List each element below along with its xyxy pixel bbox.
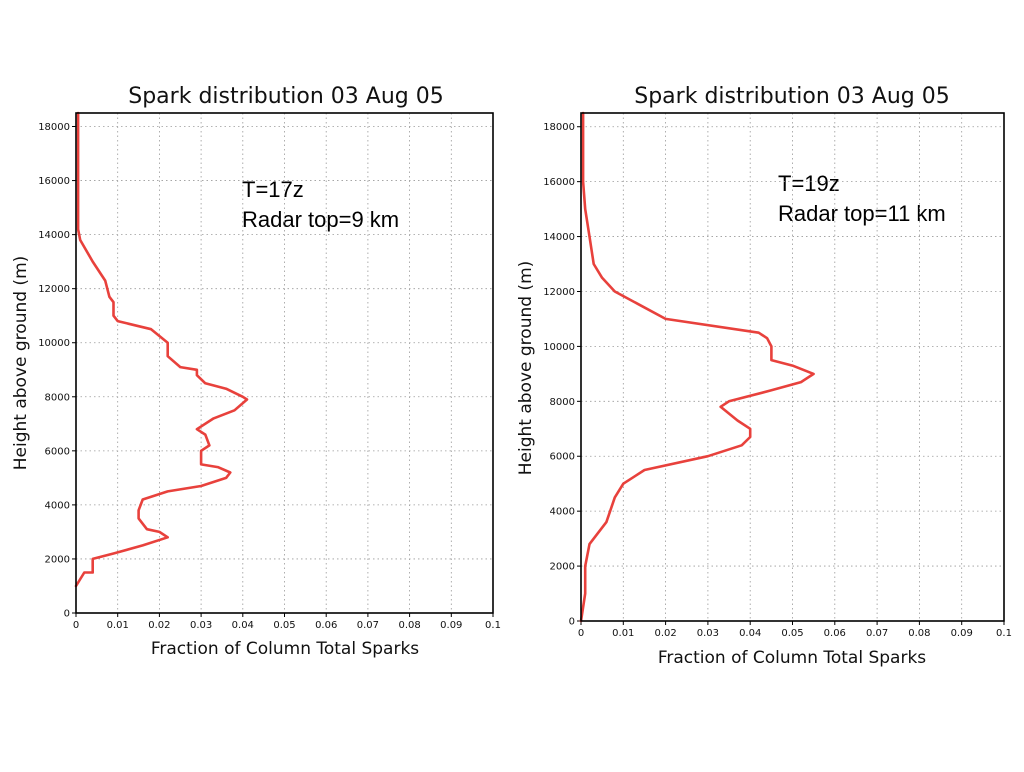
y-axis-label: Height above ground (m) (11, 256, 31, 471)
x-tick-label: 0 (73, 620, 79, 631)
x-tick-label: 0.06 (315, 620, 337, 631)
grid (581, 113, 1004, 621)
annotation-time: T=17z (242, 177, 304, 202)
y-tick-label: 16000 (543, 177, 575, 188)
y-tick-label: 8000 (550, 397, 575, 408)
series-line (579, 111, 815, 623)
annotation-radar-top: Radar top=9 km (242, 207, 399, 232)
x-tick-label: 0.1 (996, 628, 1012, 639)
x-tick-label: 0.05 (273, 620, 295, 631)
x-axis-label: Fraction of Column Total Sparks (658, 648, 926, 668)
chart-title: Spark distribution 03 Aug 05 (634, 84, 950, 109)
annotation-radar-top: Radar top=11 km (778, 201, 946, 226)
y-tick-label: 10000 (38, 338, 70, 349)
y-tick-label: 14000 (543, 232, 575, 243)
y-tick-label: 0 (64, 609, 70, 620)
plot-frame (580, 112, 1005, 622)
plot-frame (75, 112, 494, 614)
y-axis-label: Height above ground (m) (516, 261, 536, 476)
y-tick-label: 6000 (550, 452, 575, 463)
y-tick-label: 16000 (38, 176, 70, 187)
x-tick-label: 0.01 (612, 628, 634, 639)
y-tick-label: 12000 (543, 287, 575, 298)
y-tick-label: 4000 (45, 500, 70, 511)
series-line (74, 111, 249, 588)
x-tick-label: 0.03 (697, 628, 719, 639)
x-tick-label: 0.06 (824, 628, 846, 639)
y-tick-label: 4000 (550, 507, 575, 518)
x-tick-label: 0.07 (866, 628, 888, 639)
x-tick-label: 0.09 (951, 628, 973, 639)
y-tick-label: 10000 (543, 342, 575, 353)
x-tick-label: 0 (578, 628, 584, 639)
x-tick-label: 0.09 (440, 620, 462, 631)
y-tick-label: 8000 (45, 392, 70, 403)
x-tick-label: 0.01 (107, 620, 129, 631)
x-tick-label: 0.08 (908, 628, 930, 639)
x-tick-label: 0.04 (739, 628, 761, 639)
y-tick-label: 18000 (543, 122, 575, 133)
y-tick-label: 12000 (38, 284, 70, 295)
chart-left: Spark distribution 03 Aug 05 Fraction of… (11, 84, 501, 659)
x-tick-label: 0.08 (398, 620, 420, 631)
y-tick-label: 2000 (550, 562, 575, 573)
chart-right: Spark distribution 03 Aug 05 Fraction of… (516, 84, 1012, 668)
y-tick-label: 18000 (38, 122, 70, 133)
x-tick-label: 0.07 (357, 620, 379, 631)
x-tick-label: 0.05 (781, 628, 803, 639)
grid (76, 113, 493, 613)
x-tick-label: 0.1 (485, 620, 501, 631)
chart-title: Spark distribution 03 Aug 05 (128, 84, 444, 109)
x-tick-label: 0.04 (232, 620, 254, 631)
y-tick-label: 14000 (38, 230, 70, 241)
x-tick-label: 0.02 (148, 620, 170, 631)
x-tick-label: 0.03 (190, 620, 212, 631)
x-tick-label: 0.02 (654, 628, 676, 639)
annotation-time: T=19z (778, 171, 840, 196)
y-tick-label: 6000 (45, 446, 70, 457)
y-tick-label: 0 (569, 617, 575, 628)
y-tick-label: 2000 (45, 554, 70, 565)
x-axis-label: Fraction of Column Total Sparks (151, 639, 419, 659)
